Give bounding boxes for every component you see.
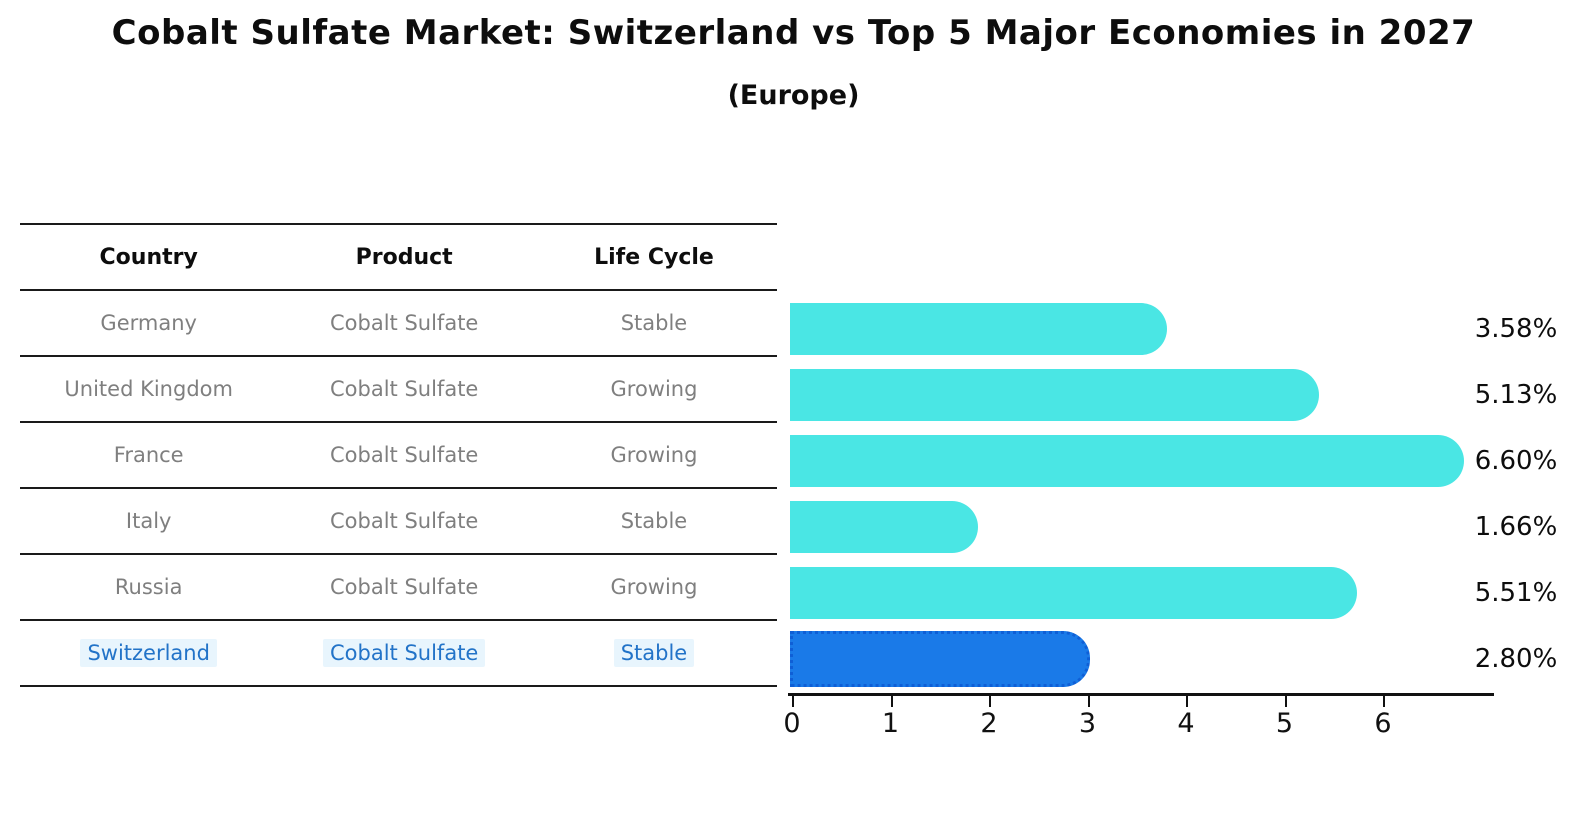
cell-country: Italy [20,509,277,533]
table-row-russia: Russia Cobalt Sulfate Growing [20,553,777,619]
cell-life-cycle: Growing [531,377,777,401]
x-axis-tick-label-1: 1 [881,708,900,739]
column-header-country: Country [99,244,198,270]
table-row-switzerland: Switzerland Cobalt Sulfate Stable [20,619,777,685]
comparison-table: Country Product Life Cycle Germany Cobalt… [20,223,777,687]
bar-united-kingdom [790,369,1320,421]
cell-country: United Kingdom [20,377,277,401]
cell-life-cycle-text: Growing [610,377,698,401]
value-labels-column: 3.58% 5.13% 6.60% 1.66% 5.51% 2.80% [1460,296,1572,692]
cell-product-text: Cobalt Sulfate [330,443,479,467]
cell-country-text: Italy [125,509,172,533]
x-axis-tick-label-4: 4 [1177,708,1195,739]
x-axis-tick-label-6: 6 [1374,708,1392,739]
x-axis-tick-4 [1186,696,1188,707]
column-header-product: Product [355,244,453,270]
bar-row-germany [790,296,1570,362]
cell-product: Cobalt Sulfate [277,575,531,599]
bar-switzerland [790,631,1090,687]
table-row-france: France Cobalt Sulfate Growing [20,421,777,487]
value-label-italy: 1.66% [1474,512,1558,542]
bar-france [790,435,1465,487]
cell-life-cycle-text: Stable [613,639,695,667]
cell-product: Cobalt Sulfate [277,639,531,667]
cell-country: Germany [20,311,277,335]
table-row-germany: Germany Cobalt Sulfate Stable [20,289,777,355]
cell-product-text: Cobalt Sulfate [330,575,479,599]
x-axis-tick-label-3: 3 [1078,708,1097,739]
bar-chart: 0 1 2 3 4 5 6 [783,296,1570,739]
cell-product-text: Cobalt Sulfate [330,509,479,533]
x-axis-tick-label-5: 5 [1275,708,1294,739]
x-axis-tick-5 [1284,696,1287,707]
value-label-united-kingdom: 5.13% [1474,380,1558,410]
table-header-row: Country Product Life Cycle [20,223,777,289]
cell-life-cycle-text: Growing [610,575,698,599]
bar-germany [790,303,1167,355]
value-label-france: 6.60% [1474,446,1558,476]
cell-life-cycle-text: Growing [610,443,698,467]
table-row-italy: Italy Cobalt Sulfate Stable [20,487,777,553]
bar-row-russia [790,560,1570,626]
table-row-united-kingdom: United Kingdom Cobalt Sulfate Growing [20,355,777,421]
cell-country: Switzerland [20,639,277,667]
cell-life-cycle-text: Stable [620,509,688,533]
cell-country-text: Russia [114,575,183,599]
cell-product: Cobalt Sulfate [277,377,531,401]
cell-country-text: Germany [100,311,197,335]
x-axis-tick-1 [890,696,893,707]
cell-product: Cobalt Sulfate [277,311,531,335]
bar-row-switzerland [790,626,1570,692]
bar-row-united-kingdom [790,362,1570,428]
x-axis-tick-6 [1383,696,1385,707]
x-axis-tick-label-2: 2 [980,708,998,739]
cell-country: Russia [20,575,277,599]
cell-life-cycle: Stable [531,639,777,667]
cell-country: France [20,443,277,467]
x-axis-tick-label-0: 0 [783,708,801,739]
x-axis-tick-0 [792,696,794,707]
value-label-germany: 3.58% [1474,314,1558,344]
cell-country-text: Switzerland [80,639,217,667]
cell-product: Cobalt Sulfate [277,443,531,467]
cell-life-cycle: Growing [531,575,777,599]
cell-country-text: United Kingdom [64,377,233,401]
cell-product-text: Cobalt Sulfate [330,311,479,335]
value-label-switzerland: 2.80% [1474,644,1558,674]
bar-row-italy [790,494,1570,560]
bars-area [790,296,1570,692]
page-title: Cobalt Sulfate Market: Switzerland vs To… [111,13,1476,53]
table-body: Germany Cobalt Sulfate Stable United Kingdo… [20,289,777,685]
page-subtitle: (Europe) [727,80,860,111]
cell-life-cycle: Stable [531,311,777,335]
x-axis-tick-3 [1087,696,1090,707]
bar-russia [790,567,1357,619]
cell-life-cycle: Stable [531,509,777,533]
x-axis [788,693,1494,696]
cell-life-cycle: Growing [531,443,777,467]
bar-row-france [790,428,1570,494]
column-header-life-cycle: Life Cycle [594,244,714,270]
cell-product-text: Cobalt Sulfate [330,377,479,401]
cell-country-text: France [113,443,184,467]
cell-product-text: Cobalt Sulfate [323,639,486,667]
bar-italy [790,501,978,553]
cell-life-cycle-text: Stable [620,311,688,335]
value-label-russia: 5.51% [1474,578,1558,608]
x-axis-tick-2 [989,696,991,707]
cell-product: Cobalt Sulfate [277,509,531,533]
